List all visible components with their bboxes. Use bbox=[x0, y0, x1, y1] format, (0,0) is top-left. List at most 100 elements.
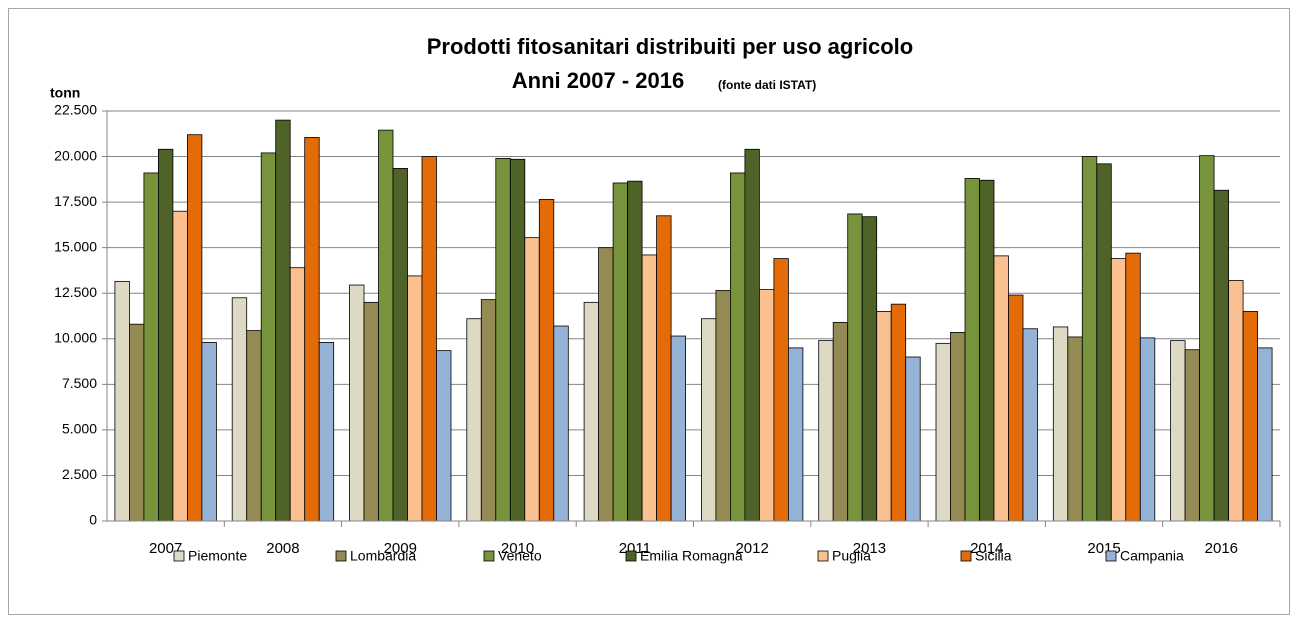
legend-swatch bbox=[960, 550, 972, 562]
bar bbox=[715, 290, 731, 522]
bar bbox=[1125, 252, 1141, 522]
x-tick-label: 2013 bbox=[853, 540, 886, 557]
bar bbox=[993, 255, 1009, 522]
bar bbox=[641, 254, 657, 522]
bar bbox=[656, 215, 672, 522]
bar bbox=[289, 267, 306, 522]
x-tick-label: 2014 bbox=[970, 540, 1003, 557]
bar bbox=[1139, 337, 1156, 522]
bar bbox=[143, 172, 159, 522]
bar bbox=[1213, 189, 1229, 522]
bar bbox=[670, 335, 686, 522]
bar bbox=[480, 299, 497, 522]
x-tick-label: 2009 bbox=[384, 540, 417, 557]
bar bbox=[979, 179, 995, 522]
x-tick-label: 2010 bbox=[501, 540, 534, 557]
bar bbox=[436, 350, 452, 522]
bar bbox=[598, 247, 614, 522]
y-tick-label: 12.500 bbox=[54, 284, 97, 300]
bar bbox=[378, 129, 394, 522]
legend-swatch bbox=[335, 550, 347, 562]
bar bbox=[730, 172, 746, 522]
legend-label: Puglia bbox=[832, 548, 871, 564]
legend-label: Campania bbox=[1120, 548, 1184, 564]
bar bbox=[318, 342, 335, 522]
bar bbox=[1081, 156, 1098, 522]
chart-subtitle: Anni 2007 - 2016 bbox=[512, 68, 684, 93]
chart-title: Prodotti fitosanitari distribuiti per us… bbox=[427, 34, 913, 59]
bar bbox=[246, 330, 262, 522]
legend-swatch bbox=[1105, 550, 1117, 562]
bar bbox=[861, 216, 878, 522]
bar bbox=[495, 157, 511, 522]
bar bbox=[114, 280, 130, 522]
bar bbox=[1228, 280, 1244, 522]
legend-label: Piemonte bbox=[188, 548, 247, 564]
bar bbox=[964, 178, 980, 522]
bar bbox=[538, 198, 555, 522]
y-tick-label: 2.500 bbox=[62, 466, 97, 482]
bar bbox=[950, 331, 966, 522]
x-tick-label: 2008 bbox=[266, 540, 299, 557]
bar bbox=[231, 297, 248, 522]
bar bbox=[1199, 155, 1215, 522]
bar bbox=[832, 321, 849, 522]
source-note: (fonte dati ISTAT) bbox=[718, 78, 816, 92]
legend-label: Sicilia bbox=[975, 548, 1012, 564]
legend-swatch bbox=[817, 550, 829, 562]
x-tick-label: 2012 bbox=[735, 540, 768, 557]
bar bbox=[260, 152, 277, 522]
y-tick-label: 7.500 bbox=[62, 375, 97, 391]
bar bbox=[935, 342, 951, 522]
bar bbox=[890, 303, 907, 522]
y-tick-label: 0 bbox=[89, 512, 97, 528]
bar bbox=[1067, 336, 1083, 522]
bar bbox=[1110, 258, 1127, 522]
bar bbox=[407, 275, 423, 522]
bar bbox=[275, 119, 291, 522]
bar bbox=[363, 301, 379, 522]
bar bbox=[583, 301, 599, 522]
legend-swatch bbox=[625, 550, 637, 562]
bar bbox=[847, 213, 863, 522]
bar bbox=[1184, 349, 1200, 522]
bar bbox=[1022, 328, 1038, 522]
bar bbox=[201, 342, 217, 522]
bar bbox=[1096, 163, 1112, 522]
bar bbox=[553, 325, 569, 522]
bar bbox=[1052, 326, 1069, 522]
x-tick-label: 2016 bbox=[1205, 540, 1238, 557]
legend-swatch bbox=[483, 550, 495, 562]
bar bbox=[157, 148, 174, 522]
bar bbox=[773, 258, 789, 522]
bar bbox=[392, 167, 408, 522]
bar bbox=[304, 137, 320, 522]
bar bbox=[1170, 340, 1186, 522]
bar bbox=[524, 237, 540, 522]
bar bbox=[421, 156, 437, 522]
legend-label: Emilia Romagna bbox=[640, 548, 743, 564]
bar bbox=[509, 158, 526, 522]
bar bbox=[1242, 311, 1258, 522]
bar bbox=[818, 340, 834, 522]
legend-swatch bbox=[173, 550, 185, 562]
bar bbox=[788, 347, 804, 522]
y-tick-label: 17.500 bbox=[54, 193, 97, 209]
bar bbox=[172, 210, 188, 522]
bar bbox=[612, 182, 628, 522]
bar bbox=[905, 356, 921, 522]
bar bbox=[1008, 294, 1024, 522]
bar bbox=[759, 289, 775, 522]
bar bbox=[466, 318, 482, 522]
y-tick-label: 22.500 bbox=[54, 102, 97, 118]
bar bbox=[627, 180, 643, 522]
y-axis-label: tonn bbox=[50, 85, 80, 101]
y-tick-label: 5.000 bbox=[62, 421, 97, 437]
legend-label: Lombardia bbox=[350, 548, 416, 564]
bar bbox=[1257, 347, 1273, 522]
y-tick-label: 15.000 bbox=[54, 238, 97, 254]
bar bbox=[876, 311, 892, 522]
bar bbox=[349, 284, 365, 522]
y-tick-label: 10.000 bbox=[54, 329, 97, 345]
